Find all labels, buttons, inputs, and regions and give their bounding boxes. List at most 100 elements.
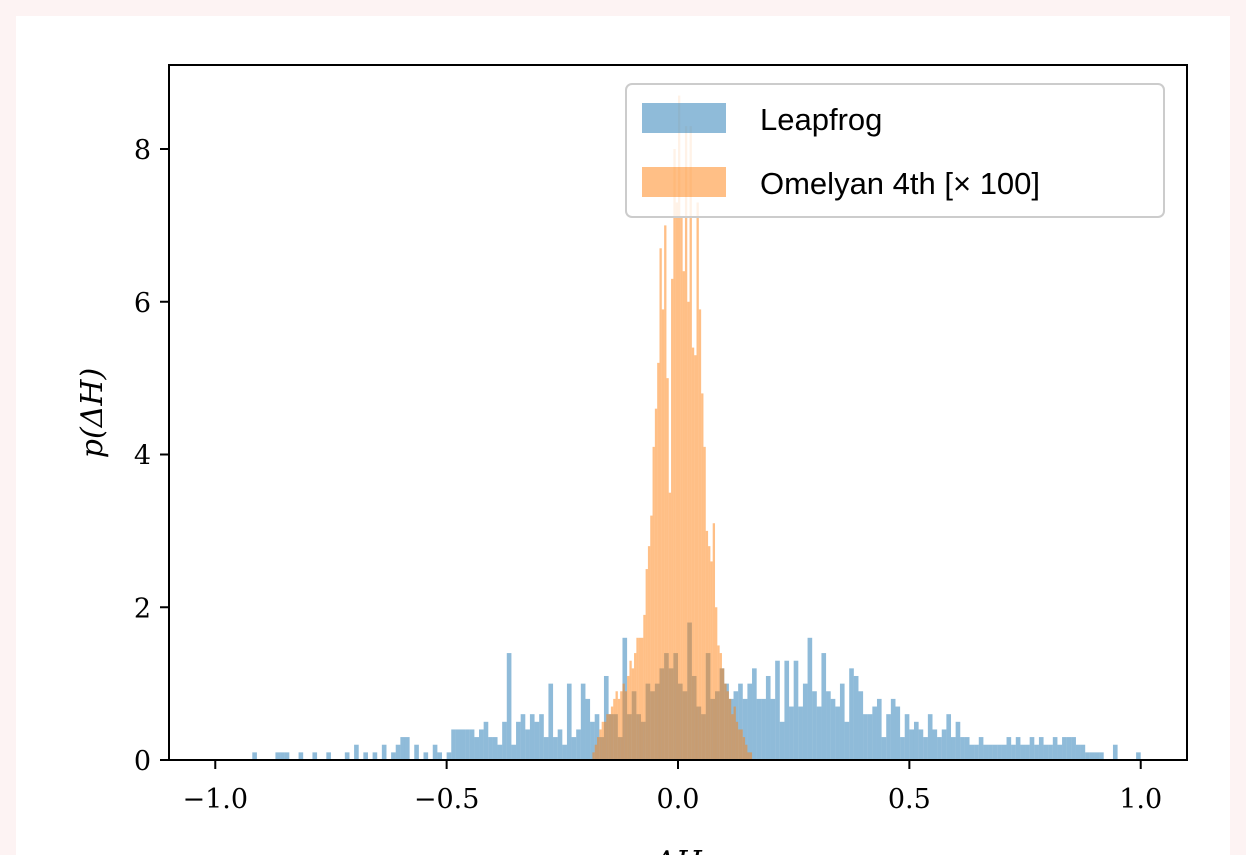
omelyan-bar bbox=[749, 752, 753, 760]
histogram-chart: −1.0 −0.5 0.0 0.5 1.0 0 2 4 6 8 ΔH p(ΔH) Leapfro… bbox=[75, 64, 1188, 855]
omelyan-bar bbox=[708, 546, 711, 760]
leapfrog-bar bbox=[474, 737, 480, 760]
omelyan-bar bbox=[682, 271, 685, 760]
leapfrog-bar bbox=[807, 637, 813, 760]
leapfrog-bar bbox=[1094, 752, 1100, 760]
omelyan-bar bbox=[717, 645, 720, 760]
leapfrog-bar bbox=[752, 668, 757, 760]
leapfrog-bar bbox=[1034, 744, 1039, 760]
omelyan-bar bbox=[721, 668, 725, 760]
leapfrog-bar bbox=[775, 660, 780, 760]
leapfrog-bar bbox=[576, 729, 581, 760]
leapfrog-bar bbox=[539, 714, 544, 760]
omelyan-bar bbox=[643, 614, 646, 760]
leapfrog-bar bbox=[923, 737, 928, 760]
leapfrog-bar bbox=[742, 698, 748, 760]
leapfrog-bar bbox=[363, 752, 368, 760]
omelyan-bar bbox=[624, 691, 628, 760]
leapfrog-bar bbox=[881, 737, 887, 760]
omelyan-bar bbox=[689, 126, 692, 761]
leapfrog-bar bbox=[909, 729, 914, 760]
omelyan-bar bbox=[615, 691, 618, 760]
omelyan-bar bbox=[603, 721, 607, 760]
y-tick-label: 0 bbox=[134, 746, 151, 777]
y-tick-label: 6 bbox=[134, 288, 151, 319]
leapfrog-bar bbox=[585, 698, 591, 760]
leapfrog-bar bbox=[414, 744, 419, 760]
leapfrog-bar bbox=[1011, 744, 1016, 760]
omelyan-bar bbox=[684, 126, 688, 761]
omelyan-bar bbox=[733, 706, 736, 760]
legend-swatch-omelyan bbox=[642, 167, 726, 197]
leapfrog-bar bbox=[455, 729, 461, 760]
omelyan-bar bbox=[691, 347, 695, 760]
legend-box bbox=[625, 83, 1165, 218]
leapfrog-bar bbox=[1043, 744, 1049, 760]
omelyan-bar bbox=[647, 546, 651, 760]
leapfrog-bar bbox=[557, 729, 563, 760]
leapfrog-bar bbox=[802, 683, 808, 760]
leapfrog-bar bbox=[770, 698, 776, 760]
omelyan-bar bbox=[652, 446, 655, 760]
leapfrog-bar bbox=[529, 714, 535, 760]
leapfrog-bar bbox=[483, 721, 489, 760]
leapfrog-bar bbox=[853, 675, 859, 760]
leapfrog-bar bbox=[1025, 744, 1030, 760]
omelyan-bar bbox=[705, 530, 709, 760]
leapfrog-bar bbox=[465, 729, 470, 760]
omelyan-bar bbox=[597, 737, 600, 760]
leapfrog-bar bbox=[900, 737, 905, 760]
leapfrog-bar bbox=[312, 752, 318, 760]
leapfrog-bar bbox=[983, 744, 989, 760]
omelyan-bar bbox=[726, 691, 729, 760]
omelyan-bar bbox=[731, 714, 734, 760]
leapfrog-bar bbox=[543, 737, 549, 760]
omelyan-bar bbox=[698, 309, 702, 760]
x-tick-label: −0.5 bbox=[414, 784, 480, 815]
omelyan-bar bbox=[728, 698, 732, 760]
leapfrog-bar bbox=[886, 714, 891, 760]
leapfrog-bar bbox=[918, 729, 924, 760]
leapfrog-bar bbox=[284, 752, 290, 760]
leapfrog-bar bbox=[1066, 737, 1072, 760]
leapfrog-bar bbox=[955, 721, 961, 760]
omelyan-bar bbox=[634, 653, 637, 760]
leapfrog-bar bbox=[1048, 744, 1053, 760]
leapfrog-bar bbox=[511, 744, 517, 760]
omelyan-bar bbox=[687, 301, 690, 760]
omelyan-bar bbox=[627, 675, 630, 760]
omelyan-bar bbox=[636, 637, 639, 760]
leapfrog-bar bbox=[1085, 752, 1090, 760]
omelyan-bar bbox=[671, 278, 674, 760]
x-tick-label: 0.0 bbox=[657, 784, 700, 815]
leapfrog-bar bbox=[506, 653, 512, 760]
leapfrog-bar bbox=[479, 729, 484, 760]
omelyan-bar bbox=[696, 202, 699, 760]
omelyan-bar bbox=[703, 446, 706, 760]
omelyan-bar bbox=[664, 225, 667, 760]
leapfrog-bar bbox=[590, 721, 595, 760]
leapfrog-bar bbox=[747, 683, 753, 760]
leapfrog-bar bbox=[1038, 737, 1044, 760]
x-axis-ticks: −1.0 −0.5 0.0 0.5 1.0 bbox=[182, 760, 1162, 815]
omelyan-bar bbox=[645, 569, 648, 760]
leapfrog-bar bbox=[566, 683, 572, 760]
leapfrog-bar bbox=[580, 683, 586, 760]
omelyan-bar bbox=[601, 721, 604, 760]
leapfrog-bar bbox=[992, 744, 998, 760]
leapfrog-bar bbox=[960, 737, 965, 760]
leapfrog-bar bbox=[571, 737, 577, 760]
omelyan-bar bbox=[724, 683, 727, 760]
leapfrog-bar bbox=[460, 729, 466, 760]
omelyan-bar bbox=[735, 721, 739, 760]
omelyan-bar bbox=[745, 744, 748, 760]
omelyan-bar bbox=[694, 355, 697, 760]
leapfrog-bar bbox=[779, 721, 785, 760]
legend-swatch-leapfrog bbox=[642, 103, 726, 133]
leapfrog-bar bbox=[446, 752, 452, 760]
leapfrog-bar bbox=[904, 714, 910, 760]
y-tick-label: 2 bbox=[134, 593, 151, 624]
leapfrog-bar bbox=[469, 729, 475, 760]
leapfrog-bar bbox=[974, 744, 979, 760]
omelyan-bar bbox=[661, 309, 665, 760]
